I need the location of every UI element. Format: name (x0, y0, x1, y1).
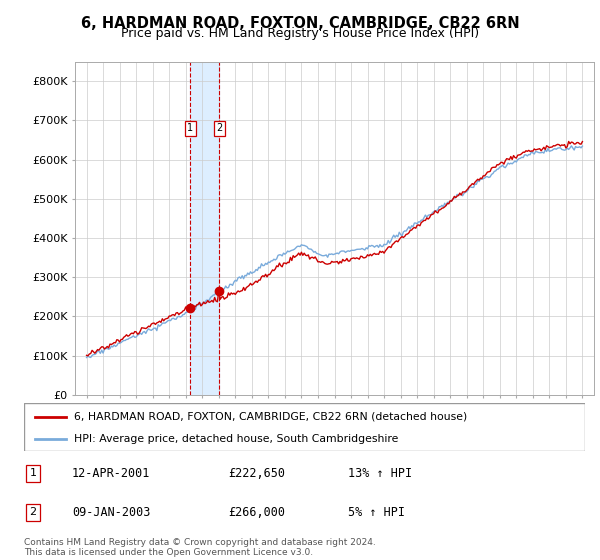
Text: 12-APR-2001: 12-APR-2001 (72, 466, 151, 480)
Text: 6, HARDMAN ROAD, FOXTON, CAMBRIDGE, CB22 6RN: 6, HARDMAN ROAD, FOXTON, CAMBRIDGE, CB22… (80, 16, 520, 31)
Text: 2: 2 (216, 123, 223, 133)
Text: 2: 2 (29, 507, 37, 517)
Text: HPI: Average price, detached house, South Cambridgeshire: HPI: Average price, detached house, Sout… (74, 434, 399, 444)
FancyBboxPatch shape (24, 403, 585, 451)
Text: £266,000: £266,000 (228, 506, 285, 519)
Text: £222,650: £222,650 (228, 466, 285, 480)
Text: 5% ↑ HPI: 5% ↑ HPI (348, 506, 405, 519)
Bar (190, 62, 219, 395)
Text: 13% ↑ HPI: 13% ↑ HPI (348, 466, 412, 480)
Text: Price paid vs. HM Land Registry's House Price Index (HPI): Price paid vs. HM Land Registry's House … (121, 27, 479, 40)
Text: Contains HM Land Registry data © Crown copyright and database right 2024.
This d: Contains HM Land Registry data © Crown c… (24, 538, 376, 557)
Text: 1: 1 (187, 123, 193, 133)
Text: 1: 1 (29, 468, 37, 478)
Text: 09-JAN-2003: 09-JAN-2003 (72, 506, 151, 519)
Text: 6, HARDMAN ROAD, FOXTON, CAMBRIDGE, CB22 6RN (detached house): 6, HARDMAN ROAD, FOXTON, CAMBRIDGE, CB22… (74, 412, 468, 422)
